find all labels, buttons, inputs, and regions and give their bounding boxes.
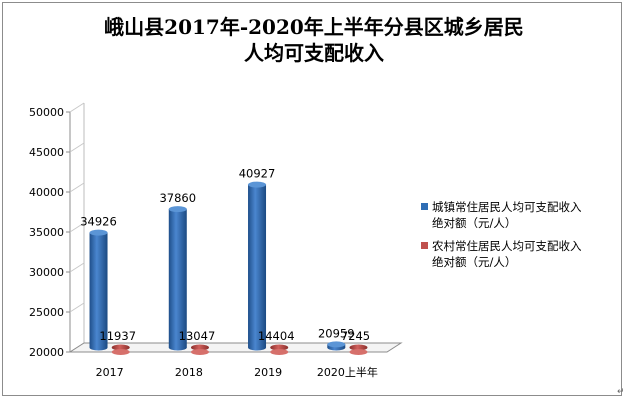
bar-rural-0-base bbox=[111, 344, 130, 351]
data-label-urban: 20959 bbox=[318, 326, 355, 340]
bar-urban-2-base bbox=[248, 344, 267, 351]
bar-rural-0 bbox=[111, 344, 130, 355]
data-label-urban: 37860 bbox=[159, 191, 196, 205]
y-tick-label: 40000 bbox=[29, 186, 64, 199]
data-label-rural: 13047 bbox=[179, 329, 216, 343]
x-tick-label: 2018 bbox=[175, 366, 203, 379]
bar-rural-1 bbox=[190, 344, 209, 355]
x-tick-label: 2019 bbox=[254, 366, 282, 379]
y-tick-depth bbox=[69, 142, 85, 153]
paragraph-mark-icon: ↵ bbox=[617, 387, 625, 397]
bar-rural-2-base bbox=[270, 344, 289, 351]
bar-urban-1-cap bbox=[168, 206, 187, 213]
y-tick-label: 30000 bbox=[29, 266, 64, 279]
chart-title-line-2: 人均可支配收入 bbox=[244, 41, 384, 65]
bars-layer bbox=[89, 181, 368, 355]
bar-rural-3 bbox=[349, 344, 368, 355]
labels-layer: 20000 25000 30000 35000 40000 45000 50000 34926… bbox=[29, 106, 378, 379]
legend-swatch-urban bbox=[421, 203, 428, 210]
y-tick-label: 45000 bbox=[29, 146, 64, 159]
y-tick-label: 50000 bbox=[29, 106, 64, 119]
y-tick-depth bbox=[69, 302, 85, 313]
bar-urban-3 bbox=[327, 341, 346, 351]
bar-urban-2 bbox=[248, 181, 267, 351]
legend-label-urban-line-2: 绝对额（元/人） bbox=[432, 216, 517, 230]
bar-urban-2-body bbox=[248, 184, 267, 348]
bar-rural-1-base bbox=[190, 344, 209, 351]
data-label-urban: 40927 bbox=[239, 167, 276, 181]
bar-rural-2 bbox=[270, 344, 289, 355]
bar-rural-1-cap bbox=[190, 349, 209, 355]
bar-urban-0-body bbox=[89, 232, 108, 348]
chart-title-line-1: 峨山县2017年-2020年上半年分县区城乡居民 bbox=[104, 15, 524, 39]
bar-urban-0-base bbox=[89, 344, 108, 351]
legend-label-urban-line-1: 城镇常住居民人均可支配收入 bbox=[432, 200, 582, 214]
bar-urban-0-cap bbox=[89, 229, 108, 236]
legend-swatch-rural bbox=[421, 242, 428, 249]
y-tick-label: 35000 bbox=[29, 226, 64, 239]
y-tick-depth bbox=[69, 182, 85, 193]
legend-label-rural-line-1: 农村常住居民人均可支配收入 bbox=[432, 239, 582, 253]
legend-label-rural-line-2: 绝对额（元/人） bbox=[432, 255, 517, 269]
bar-rural-3-base bbox=[349, 344, 368, 351]
y-tick-depth bbox=[69, 262, 85, 273]
bar-rural-2-cap bbox=[270, 349, 289, 355]
x-tick-label: 2017 bbox=[96, 366, 124, 379]
x-tick-label: 2020上半年 bbox=[317, 365, 378, 379]
y-tick-label: 25000 bbox=[29, 306, 64, 319]
bar-rural-0-cap bbox=[111, 349, 130, 355]
bar-urban-1 bbox=[168, 206, 187, 351]
data-label-urban: 34926 bbox=[80, 215, 117, 229]
data-label-rural: 14404 bbox=[258, 329, 295, 343]
bar-urban-2-cap bbox=[248, 181, 267, 188]
bar-urban-0 bbox=[89, 229, 108, 351]
y-tick-depth bbox=[69, 102, 85, 113]
bar-urban-1-base bbox=[168, 344, 187, 351]
y-tick-label: 20000 bbox=[29, 346, 64, 359]
chart-title: 峨山县2017年-2020年上半年分县区城乡居民 人均可支配收入 bbox=[0, 14, 628, 66]
data-label-rural: 11937 bbox=[99, 329, 136, 343]
bar-rural-3-cap bbox=[349, 349, 368, 355]
data-label-rural: 7245 bbox=[341, 329, 370, 343]
bar-urban-3-cap bbox=[327, 341, 346, 348]
bar-urban-1-body bbox=[168, 209, 187, 348]
y-tick-depth bbox=[69, 222, 85, 233]
